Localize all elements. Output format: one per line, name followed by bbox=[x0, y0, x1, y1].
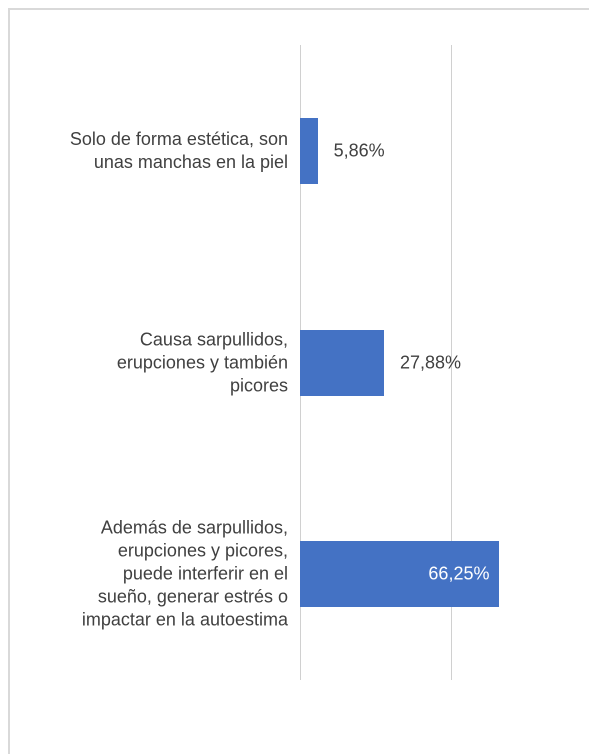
value-label: 27,88% bbox=[399, 352, 461, 372]
category-label: Causa sarpullidos, erupciones y también … bbox=[116, 329, 288, 395]
category-label: Solo de forma estética, son unas manchas… bbox=[69, 128, 288, 172]
value-label: 5,86% bbox=[333, 140, 385, 161]
chart-frame bbox=[8, 8, 589, 754]
category-label: Además de sarpullidos, erupciones y pico… bbox=[81, 517, 288, 630]
bar bbox=[300, 329, 384, 396]
value-label: 66,25% bbox=[428, 563, 490, 584]
grid-line bbox=[450, 45, 452, 680]
bar bbox=[300, 117, 318, 184]
bar bbox=[300, 541, 500, 608]
